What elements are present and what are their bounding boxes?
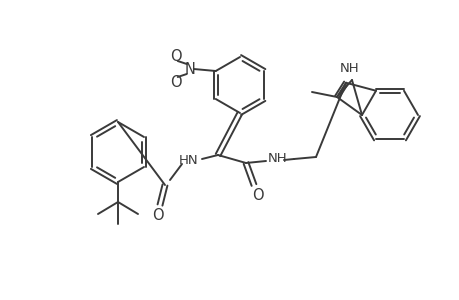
Text: O: O (252, 188, 263, 202)
Text: O: O (169, 49, 181, 64)
Text: N: N (184, 61, 195, 76)
Text: NH: NH (340, 61, 359, 74)
Text: O: O (169, 74, 181, 89)
Text: HN: HN (178, 154, 197, 166)
Text: NH: NH (268, 152, 287, 164)
Text: O: O (152, 208, 163, 223)
